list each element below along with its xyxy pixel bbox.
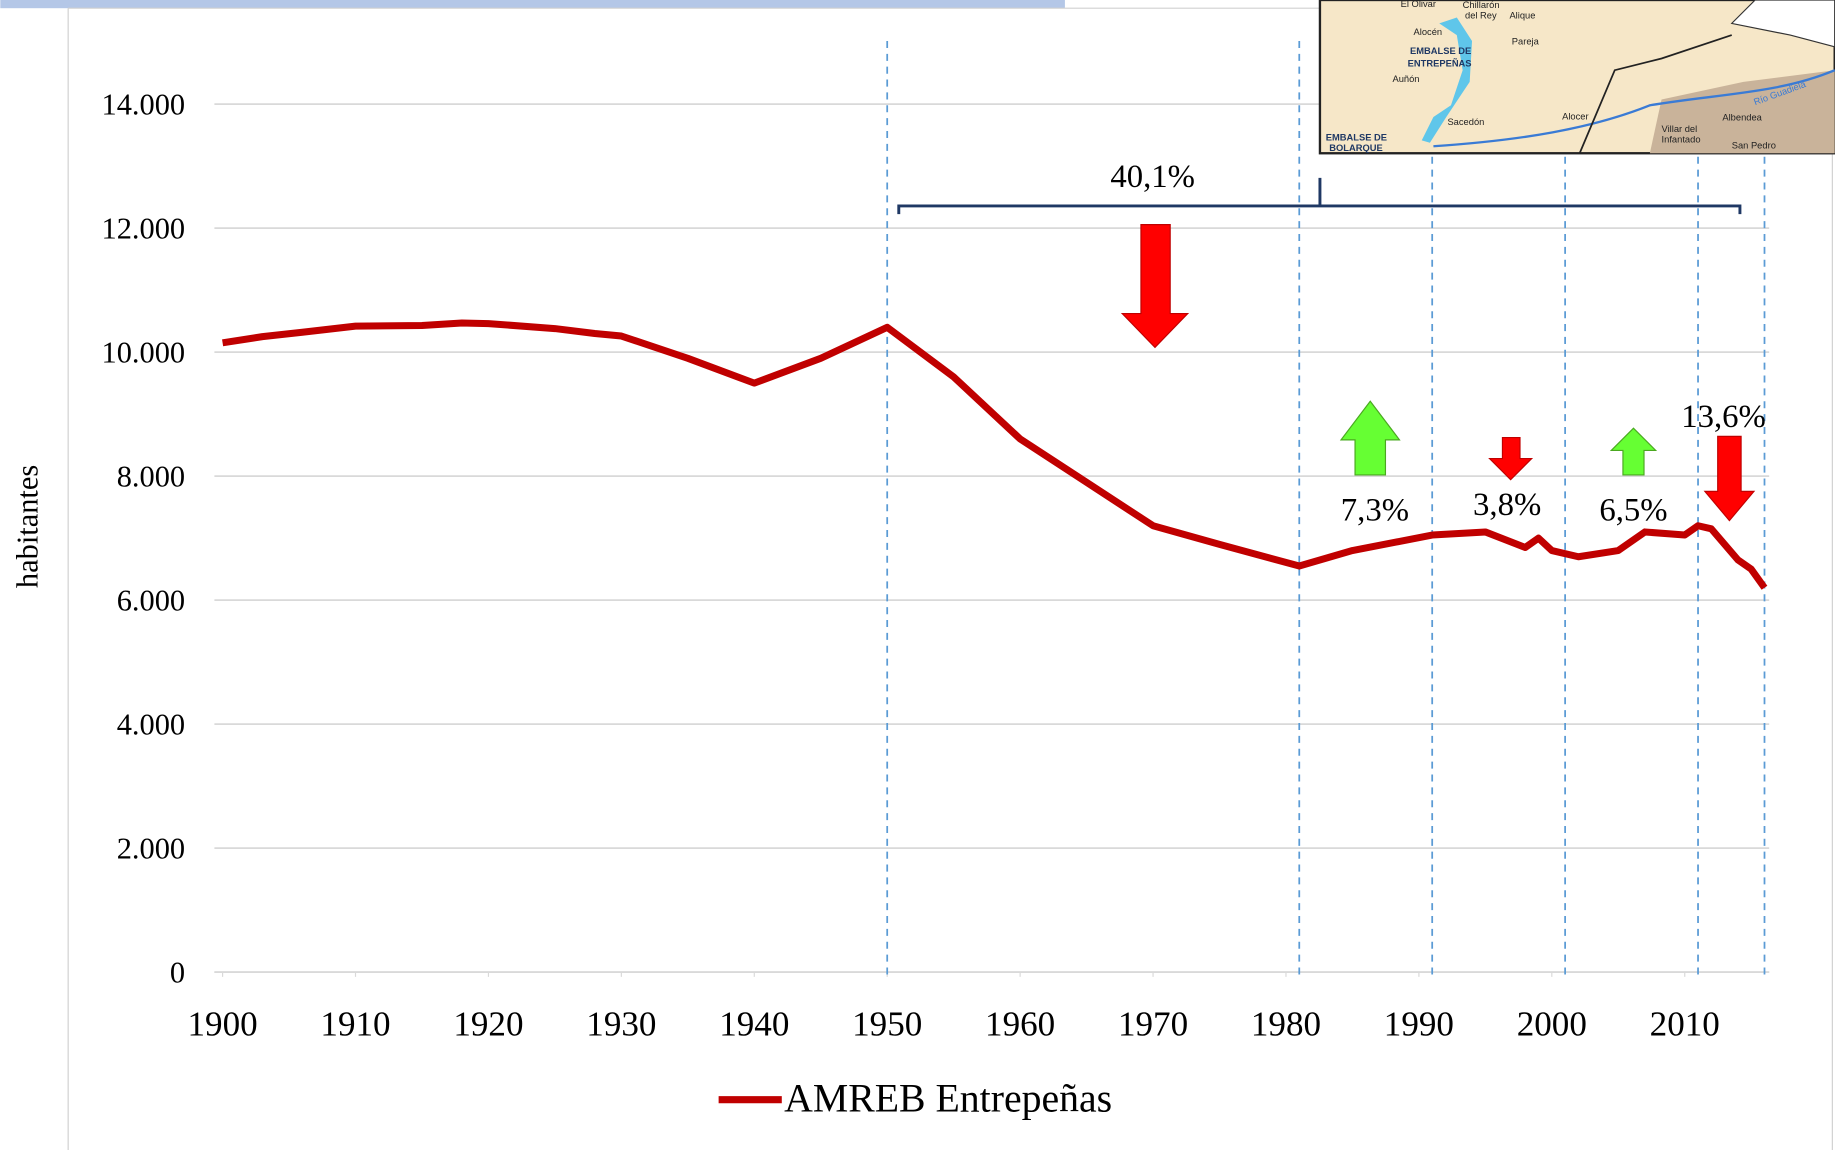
y-tick-label: 8.000 bbox=[117, 460, 185, 494]
map-label: El Olivar bbox=[1401, 0, 1436, 9]
map-label: Infantado bbox=[1662, 135, 1701, 145]
x-tick-label: 1900 bbox=[188, 1004, 258, 1043]
annotation: 13,6% bbox=[1681, 399, 1766, 435]
map-label: EMBALSE DE bbox=[1410, 46, 1471, 56]
x-tick-label: 1940 bbox=[719, 1004, 789, 1043]
down-arrow bbox=[1488, 436, 1534, 481]
map-label: BOLARQUE bbox=[1329, 143, 1382, 153]
x-tick-label: 1910 bbox=[320, 1004, 390, 1043]
x-tick-label: 1970 bbox=[1118, 1004, 1188, 1043]
y-tick-label: 6.000 bbox=[117, 584, 185, 618]
x-tick-label: 2010 bbox=[1650, 1004, 1720, 1043]
reservoir bbox=[1421, 17, 1473, 143]
x-tick-label: 1930 bbox=[586, 1004, 656, 1043]
x-tick-label: 1960 bbox=[985, 1004, 1055, 1043]
map-region bbox=[1649, 70, 1835, 154]
map-label: Alocer bbox=[1562, 111, 1588, 121]
river bbox=[1433, 69, 1835, 148]
bracket bbox=[897, 177, 1742, 215]
y-tick-label: 4.000 bbox=[117, 708, 185, 742]
border bbox=[1578, 34, 1733, 154]
x-tick-label: 1980 bbox=[1251, 1004, 1321, 1043]
x-tick-label: 1920 bbox=[453, 1004, 523, 1043]
map-label: ENTREPEÑAS bbox=[1408, 59, 1472, 69]
up-arrow bbox=[1339, 400, 1401, 476]
line-series bbox=[222, 319, 1768, 590]
map-label: San Pedro bbox=[1732, 141, 1776, 151]
up-arrow bbox=[1609, 427, 1658, 476]
map-label: Alique bbox=[1509, 11, 1535, 21]
map-label: EMBALSE DE bbox=[1326, 132, 1387, 142]
map-label: Albendea bbox=[1722, 112, 1762, 122]
map-label: Pareja bbox=[1512, 36, 1540, 46]
map-label: Chillarón bbox=[1463, 0, 1500, 10]
down-arrow bbox=[1703, 435, 1756, 522]
map-label: del Rey bbox=[1465, 11, 1497, 21]
map-label: Villar del bbox=[1662, 124, 1698, 134]
map-label: Alocén bbox=[1414, 27, 1443, 37]
annotation: 3,8% bbox=[1473, 487, 1541, 523]
annotation: 40,1% bbox=[1110, 159, 1195, 195]
annotation: 7,3% bbox=[1341, 493, 1409, 529]
y-axis-label: habitantes bbox=[11, 465, 45, 588]
top-band bbox=[0, 0, 1065, 9]
y-tick-label: 12.000 bbox=[102, 212, 186, 246]
y-tick-label: 14.000 bbox=[102, 88, 186, 122]
legend-label: AMREB Entrepeñas bbox=[784, 1076, 1112, 1120]
y-tick-label: 2.000 bbox=[117, 832, 185, 866]
map-label: Auñón bbox=[1392, 74, 1419, 84]
y-tick-label: 0 bbox=[170, 956, 185, 990]
y-tick-label: 10.000 bbox=[102, 336, 186, 370]
x-tick-label: 1950 bbox=[852, 1004, 922, 1043]
x-tick-label: 2000 bbox=[1517, 1004, 1587, 1043]
down-arrow bbox=[1120, 224, 1190, 349]
annotation: 6,5% bbox=[1599, 493, 1667, 529]
x-tick-label: 1990 bbox=[1384, 1004, 1454, 1043]
map-label: Sacedón bbox=[1447, 117, 1484, 127]
